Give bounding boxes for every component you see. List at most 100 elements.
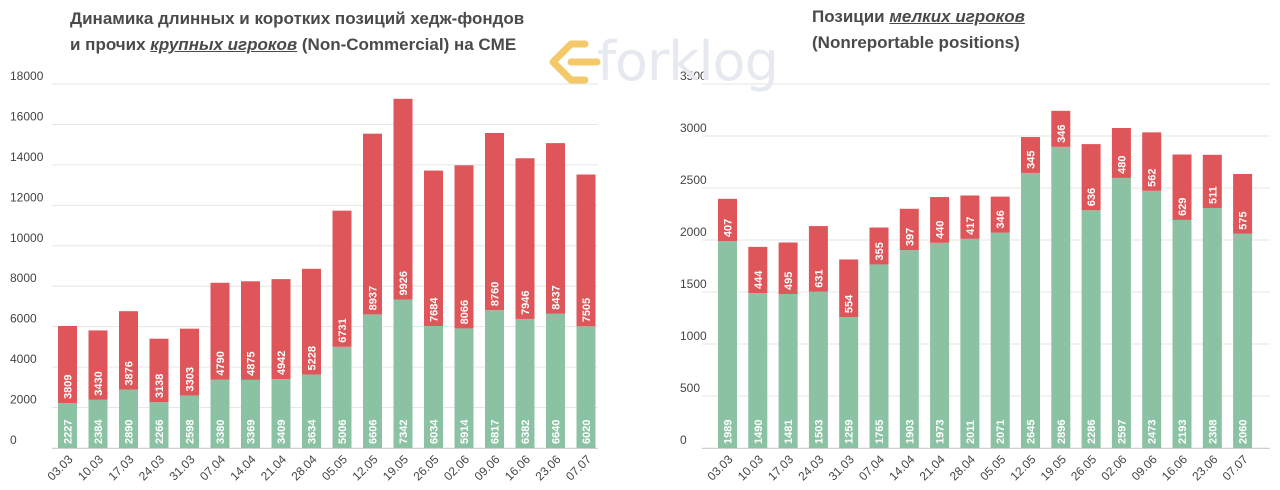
right-x-tick-label: 05.05 [977,452,1008,483]
right-bar-long [808,291,828,448]
right-y-tick-label: 2000 [680,225,707,239]
left-data-label-long: 2266 [154,420,166,444]
left-data-label-long: 3380 [215,420,227,444]
right-bar-long [990,232,1010,448]
right-title-line1: Позиции мелких игроков [812,4,1232,30]
right-data-label-long: 2193 [1177,420,1189,444]
forklog-logo: forklog [545,28,805,98]
right-bar-long [1172,219,1192,448]
right-bar-long [899,250,919,448]
left-x-tick-label: 05.05 [319,452,350,483]
right-x-tick-label: 19.05 [1038,452,1069,483]
right-bar-long [1202,207,1222,448]
left-data-label-long: 2384 [93,419,105,444]
left-data-label-short: 7684 [429,297,441,322]
right-bar-short [1202,154,1222,208]
left-bar-long [241,379,260,448]
left-x-tick-label: 19.05 [380,452,411,483]
forklog-arrows-icon [549,40,601,84]
right-bar-long [718,241,737,448]
right-data-label-short: 636 [1086,188,1098,206]
left-data-label-short: 8760 [490,282,502,306]
right-bar-short [869,227,889,265]
left-bar-short [88,330,108,400]
left-data-label-long: 7342 [398,420,410,444]
left-bar-short [576,174,596,327]
left-data-label-short: 8437 [551,285,563,309]
right-bar-long [1081,210,1101,448]
left-data-label-short: 4790 [215,351,227,375]
left-data-label-long: 3634 [307,419,319,444]
left-data-label-short: 6731 [337,318,349,342]
left-bar-long [363,314,382,448]
left-bar-long [515,318,535,448]
right-data-label-short: 407 [723,219,735,237]
right-x-tick-label: 02.06 [1098,452,1129,483]
left-bar-short [332,210,352,347]
right-bar-short [960,195,980,239]
right-bar-long [960,238,980,448]
left-title-emphasis: крупных игроков [150,35,298,54]
left-bar-long [149,402,169,448]
left-data-label-long: 5006 [337,420,349,444]
left-bar-short [271,279,291,380]
right-bar-long [1142,190,1162,449]
right-x-tick-label: 23.06 [1189,452,1220,483]
right-data-label-long: 1765 [874,420,886,444]
left-bar-short [454,165,474,329]
left-x-tick-label: 09.06 [471,452,502,483]
right-data-label-long: 1490 [753,420,765,444]
left-x-tick-label: 28.04 [288,452,319,483]
left-y-tick-label: 0 [10,433,17,447]
left-x-tick-label: 23.06 [532,452,563,483]
left-data-label-long: 2890 [124,420,136,444]
right-data-label-short: 480 [1116,156,1128,174]
right-x-tick-label: 24.03 [795,452,826,483]
left-y-tick-label: 6000 [10,312,37,326]
right-x-tick-label: 28.04 [947,452,978,483]
right-data-label-long: 2645 [1026,420,1038,444]
right-bar-long [1111,177,1131,449]
left-x-tick-label: 16.06 [502,452,533,483]
left-data-label-long: 6606 [368,420,380,444]
left-y-tick-label: 18000 [10,69,44,83]
left-data-label-short: 3876 [124,361,136,385]
left-bar-long [576,326,596,448]
left-bar-long [393,299,413,448]
right-bar-short [778,242,798,294]
left-x-tick-label: 21.04 [258,452,289,483]
left-data-label-short: 7946 [520,290,532,314]
left-bar-long [119,389,138,448]
right-x-tick-label: 03.03 [704,452,735,483]
right-data-label-short: 355 [874,242,886,260]
left-bar-short [241,281,260,380]
left-bar-short [302,268,321,375]
left-x-tick-label: 02.06 [441,452,472,483]
right-data-label-long: 1259 [844,420,856,444]
left-data-label-long: 2598 [185,420,197,444]
right-data-label-long: 2308 [1207,420,1219,444]
left-data-label-short: 4875 [246,351,258,375]
right-bar-long [778,293,798,448]
left-bar-long [271,379,291,448]
left-data-label-short: 3138 [154,374,166,398]
left-data-label-short: 8937 [368,286,380,310]
right-x-tick-label: 10.03 [735,452,766,483]
left-bar-long [302,374,321,448]
right-bar-short [1021,137,1040,173]
left-bar-long [485,310,504,448]
right-x-tick-label: 26.05 [1068,452,1099,483]
right-x-tick-label: 07.07 [1220,452,1251,483]
right-data-label-short: 554 [844,294,856,313]
left-bar-short [119,311,138,390]
right-x-tick-label: 16.06 [1159,452,1190,483]
left-bar-long [58,402,77,448]
left-bar-long [454,328,474,448]
right-bar-short [1111,127,1131,178]
right-y-tick-label: 3000 [680,121,707,135]
left-bar-short [485,132,504,311]
right-bar-long [1233,233,1253,448]
right-data-label-short: 511 [1207,186,1219,204]
left-x-tick-label: 17.03 [105,452,136,483]
left-x-tick-label: 24.03 [136,452,167,483]
